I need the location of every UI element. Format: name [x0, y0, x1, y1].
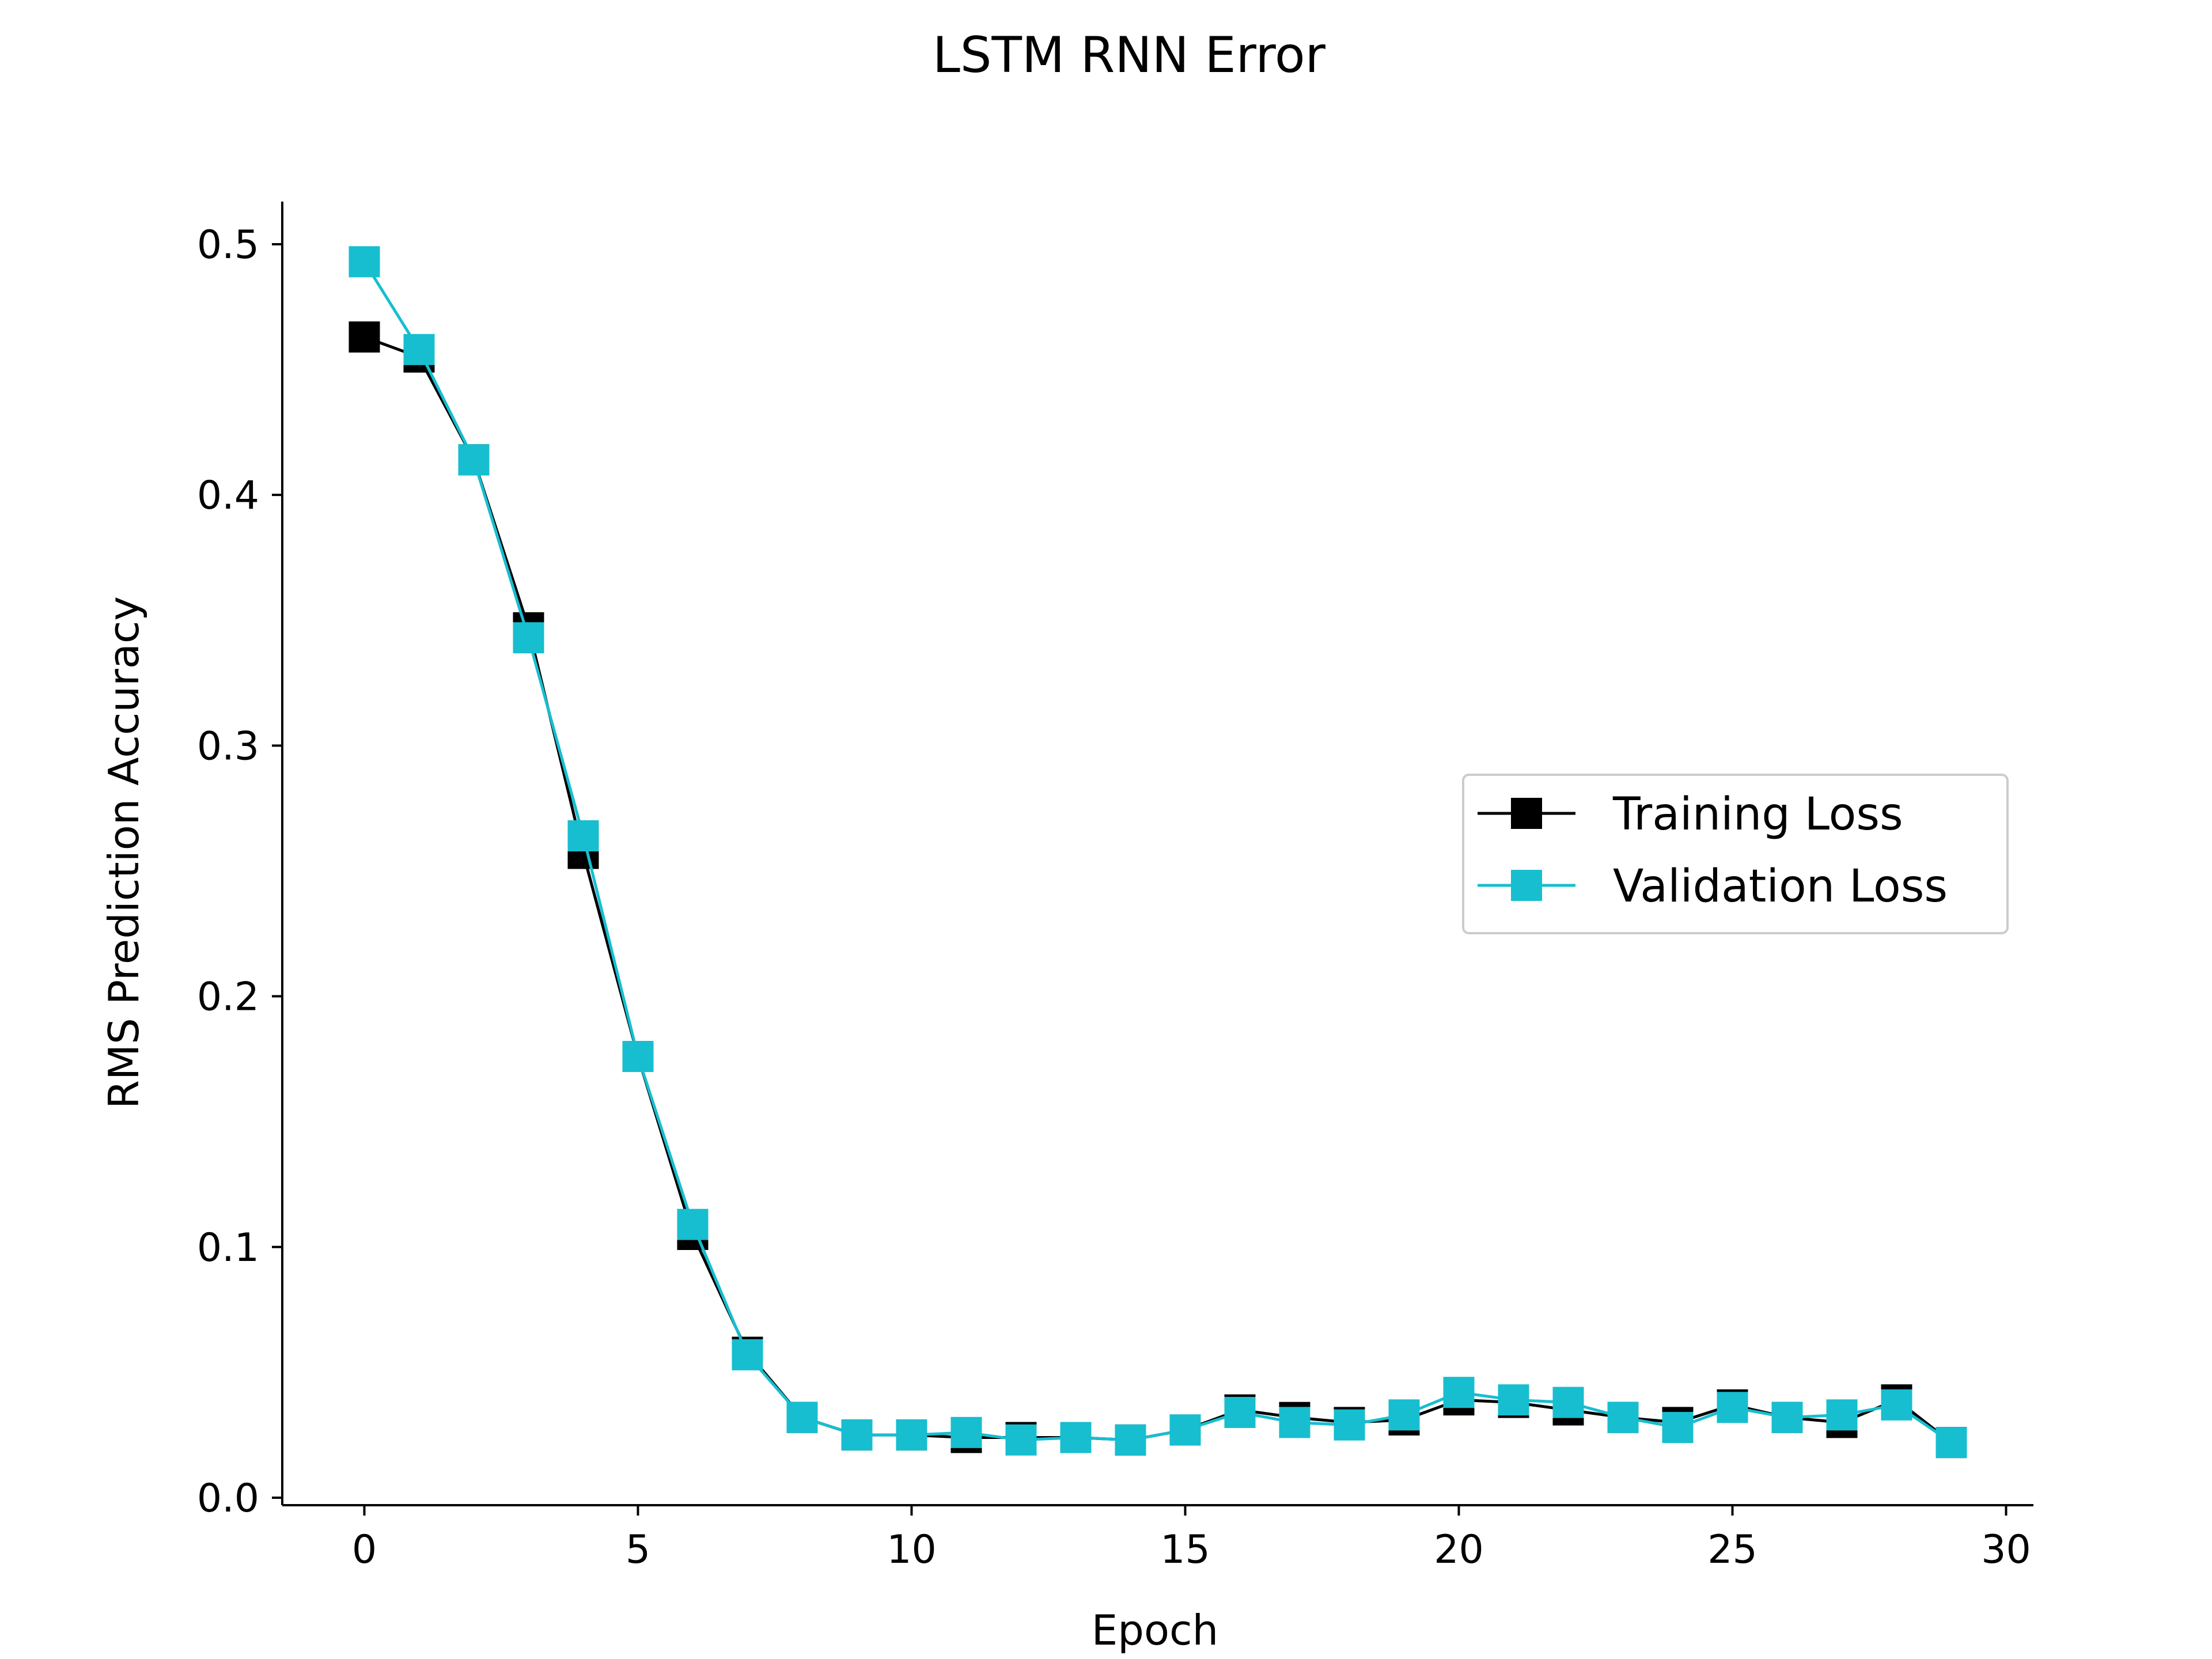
legend-label-validation: Validation Loss: [1613, 861, 1948, 912]
data-point: [1115, 1424, 1146, 1456]
y-tick-label: 0.0: [197, 1476, 259, 1521]
y-axis-label: RMS Prediction Accuracy: [100, 596, 148, 1109]
x-tick-label: 0: [352, 1527, 377, 1573]
data-point: [1224, 1397, 1256, 1428]
data-point: [1771, 1402, 1803, 1433]
x-tick-label: 10: [887, 1527, 937, 1573]
data-point: [1334, 1409, 1365, 1441]
x-tick-label: 20: [1434, 1527, 1484, 1573]
y-tick-label: 0.1: [197, 1225, 259, 1271]
data-point: [1607, 1402, 1639, 1433]
data-point: [403, 334, 435, 365]
x-axis-label: Epoch: [1092, 1606, 1218, 1654]
data-point: [567, 820, 599, 851]
x-tick-label: 30: [1981, 1527, 2031, 1573]
data-point: [622, 1041, 654, 1072]
y-tick-label: 0.3: [197, 724, 259, 769]
data-point: [1169, 1414, 1201, 1446]
series-layer: [349, 246, 1967, 1459]
series-validation: [349, 246, 1967, 1459]
y-tick-label: 0.2: [197, 975, 259, 1020]
data-point: [1662, 1412, 1694, 1444]
legend-frame: [1462, 774, 2009, 934]
x-axis-ticks: 0 5 10 15 20 25 30: [352, 1505, 2031, 1573]
data-point: [841, 1419, 873, 1451]
data-point: [677, 1209, 709, 1240]
y-tick-label: 0.4: [197, 473, 259, 518]
data-point: [349, 321, 380, 353]
legend-label-training: Training Loss: [1612, 789, 1903, 840]
data-point: [732, 1339, 763, 1370]
y-axis-ticks: 0.0 0.1 0.2 0.3 0.4 0.5: [197, 222, 282, 1521]
data-point: [896, 1419, 927, 1451]
legend: Training Loss Validation Loss: [1462, 774, 2009, 934]
data-point: [513, 622, 544, 654]
plot-area: 0 5 10 15 20 25 30 0.0 0.1 0.2 0.3 0.4 0.5: [197, 202, 2033, 1573]
data-point: [1443, 1377, 1475, 1408]
data-point: [349, 246, 380, 278]
data-point: [1060, 1422, 1092, 1453]
data-point: [1498, 1384, 1529, 1416]
legend-item-training: Training Loss: [1478, 789, 1903, 840]
data-point: [1826, 1399, 1858, 1431]
chart-title: LSTM RNN Error: [933, 26, 1326, 84]
y-tick-label: 0.5: [197, 222, 259, 268]
x-tick-label: 5: [626, 1527, 650, 1573]
data-point: [1936, 1427, 1967, 1459]
data-point: [458, 444, 490, 476]
data-point: [1388, 1399, 1420, 1431]
data-point: [1005, 1424, 1037, 1456]
legend-item-validation: Validation Loss: [1478, 861, 1948, 912]
data-point: [1279, 1407, 1310, 1438]
legend-marker-training: [1511, 798, 1542, 829]
data-point: [786, 1402, 818, 1433]
data-point: [1881, 1389, 1912, 1421]
data-point: [950, 1416, 982, 1448]
data-point: [1552, 1387, 1584, 1418]
legend-marker-validation: [1511, 870, 1542, 901]
data-point: [1717, 1392, 1748, 1423]
x-tick-label: 25: [1707, 1527, 1758, 1573]
x-tick-label: 15: [1160, 1527, 1210, 1573]
